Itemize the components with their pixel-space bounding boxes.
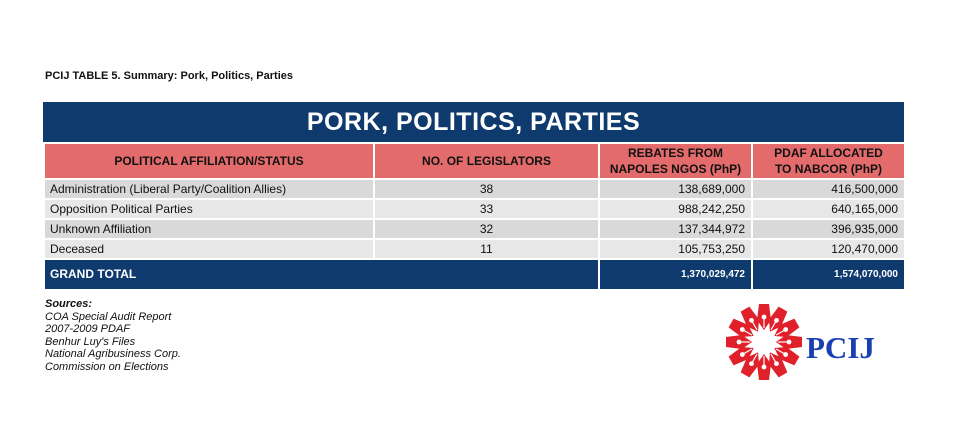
source-item: Benhur Luy's Files	[45, 335, 136, 348]
data-table: POLITICAL AFFILIATION/STATUS NO. OF LEGI…	[43, 142, 906, 291]
header-rebates: REBATES FROM NAPOLES NGOS (PhP)	[598, 142, 753, 180]
cell-pdaf: 416,500,000	[751, 178, 906, 200]
header-legislators: NO. OF LEGISLATORS	[373, 142, 600, 180]
header-pdaf: PDAF ALLOCATED TO NABCOR (PhP)	[751, 142, 906, 180]
header-affiliation: POLITICAL AFFILIATION/STATUS	[43, 142, 375, 180]
cell-rebates: 105,753,250	[598, 238, 753, 260]
cell-affiliation: Opposition Political Parties	[43, 198, 375, 220]
source-item: National Agribusiness Corp.	[45, 348, 181, 360]
grand-total-pdaf: 1,574,070,000	[751, 258, 906, 291]
source-item: Commission on Elections	[45, 360, 169, 373]
cell-affiliation: Administration (Liberal Party/Coalition …	[43, 178, 375, 200]
cell-affiliation: Deceased	[43, 238, 375, 260]
cell-legislators: 32	[373, 218, 600, 240]
cell-rebates: 988,242,250	[598, 198, 753, 220]
grand-total-rebates: 1,370,029,472	[598, 258, 753, 291]
table-row: Opposition Political Parties 33 988,242,…	[43, 198, 906, 220]
sources-heading: Sources:	[45, 298, 93, 310]
cell-legislators: 38	[373, 178, 600, 200]
grand-total-row: GRAND TOTAL 1,370,029,472 1,574,070,000	[43, 258, 906, 291]
table-row: Unknown Affiliation 32 137,344,972 396,9…	[43, 218, 906, 240]
cell-rebates: 138,689,000	[598, 178, 753, 200]
sources-block: Sources: COA Special Audit Report 2007-2…	[45, 298, 181, 373]
cell-legislators: 33	[373, 198, 600, 220]
table-banner-title: PORK, POLITICS, PARTIES	[43, 102, 904, 142]
cell-pdaf: 396,935,000	[751, 218, 906, 240]
pcij-emblem-icon	[726, 304, 802, 380]
source-item: 2007-2009 PDAF	[45, 323, 130, 335]
table-caption: PCIJ TABLE 5. Summary: Pork, Politics, P…	[45, 70, 293, 82]
pcij-logo-text: PCIJ	[806, 330, 875, 365]
cell-legislators: 11	[373, 238, 600, 260]
table-row: Deceased 11 105,753,250 120,470,000	[43, 238, 906, 260]
cell-pdaf: 640,165,000	[751, 198, 906, 220]
table-row: Administration (Liberal Party/Coalition …	[43, 178, 906, 200]
cell-pdaf: 120,470,000	[751, 238, 906, 260]
cell-affiliation: Unknown Affiliation	[43, 218, 375, 240]
source-item: COA Special Audit Report	[45, 310, 172, 323]
cell-rebates: 137,344,972	[598, 218, 753, 240]
summary-table: PORK, POLITICS, PARTIES POLITICAL AFFILI…	[43, 102, 906, 291]
grand-total-label: GRAND TOTAL	[43, 258, 600, 291]
header-row: POLITICAL AFFILIATION/STATUS NO. OF LEGI…	[43, 142, 906, 180]
